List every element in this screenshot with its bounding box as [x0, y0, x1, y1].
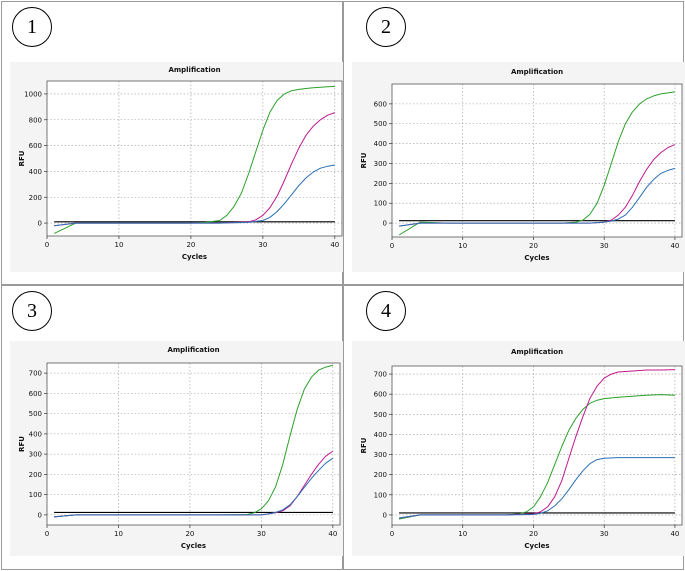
- y-tick-label: 300: [374, 451, 387, 459]
- amplification-chart: 0 10 20 30 4002004006008001000AmplificationC…: [18, 66, 343, 261]
- panel-number-badge: 4: [366, 291, 406, 331]
- y-tick-label: 0: [383, 511, 387, 519]
- y-tick-label: 200: [29, 471, 42, 479]
- series-line-blue: [54, 457, 334, 518]
- panel-3: 3 0 10 20 30 40 0 100 200 300 400 500 600 700 Amplifi…: [1, 285, 344, 570]
- y-axis-label: RFU: [360, 437, 368, 453]
- y-tick-label: 600: [29, 390, 42, 398]
- x-tick-label: 40: [670, 530, 679, 538]
- plot-background: [47, 363, 340, 525]
- x-tick-label: 20: [529, 530, 538, 538]
- y-tick-label: 400: [29, 430, 42, 438]
- plot-background: [47, 81, 342, 236]
- plot-background: [392, 366, 682, 525]
- y-tick-label: 100: [29, 491, 42, 499]
- y-tick-label: 700: [29, 370, 42, 378]
- y-axis-label: RFU: [18, 150, 26, 166]
- panel-number-badge: 2: [366, 7, 406, 47]
- chart-title: Amplification: [167, 346, 219, 354]
- y-tick-label: 300: [29, 451, 42, 459]
- panel-1: 1 0 10 20 30 40 0 200 400 600 800 1000 Amplificatio…: [1, 1, 344, 285]
- amplification-chart: 0 10 20 30 400100200300400500600700Amplifica…: [360, 348, 683, 550]
- y-tick-label: 500: [29, 410, 42, 418]
- y-tick-label: 200: [374, 180, 387, 188]
- chart-title: Amplification: [168, 66, 220, 74]
- y-axis-label: RFU: [18, 436, 26, 452]
- plot-background: [392, 84, 682, 237]
- x-axis-label: Cycles: [181, 542, 206, 550]
- x-tick-label: 40: [670, 242, 679, 250]
- y-tick-label: 600: [374, 391, 387, 399]
- y-tick-label: 0: [38, 511, 42, 519]
- y-tick-label: 400: [29, 168, 42, 176]
- panel-4: 4 0 10 20 30 40 0 100 200 300 400 500 600 700 Amplifi…: [343, 285, 685, 570]
- x-tick-label: 0: [45, 241, 49, 249]
- series-line-blue: [399, 457, 675, 519]
- x-tick-label: 10: [458, 242, 467, 250]
- series-line-blue: [399, 167, 676, 227]
- y-tick-label: 500: [374, 411, 387, 419]
- x-tick-label: 30: [258, 241, 267, 249]
- y-tick-label: 0: [383, 220, 387, 228]
- y-tick-label: 200: [374, 471, 387, 479]
- x-tick-label: 0: [45, 530, 49, 538]
- panel-number-badge: 1: [12, 7, 52, 47]
- y-tick-label: 300: [374, 160, 387, 168]
- amplification-chart: 0 10 20 30 400100200300400500600Amplificatio…: [360, 68, 683, 262]
- x-tick-label: 30: [600, 530, 609, 538]
- x-tick-label: 0: [390, 242, 394, 250]
- x-tick-label: 30: [257, 530, 266, 538]
- x-tick-label: 40: [330, 241, 339, 249]
- plot-frame: [391, 365, 683, 526]
- y-tick-label: 400: [374, 140, 387, 148]
- x-axis-label: Cycles: [524, 254, 549, 262]
- x-tick-label: 0: [390, 530, 394, 538]
- chart-title: Amplification: [511, 348, 563, 356]
- y-tick-label: 400: [374, 431, 387, 439]
- y-tick-label: 600: [374, 100, 387, 108]
- chart-title: Amplification: [511, 68, 563, 76]
- series-line-blue: [54, 164, 335, 227]
- x-tick-label: 20: [186, 241, 195, 249]
- x-tick-label: 20: [529, 242, 538, 250]
- x-tick-label: 40: [328, 530, 337, 538]
- amplification-chart: 0 10 20 30 400100200300400500600700Amplifica…: [18, 346, 341, 550]
- x-tick-label: 10: [458, 530, 467, 538]
- x-tick-label: 30: [600, 242, 609, 250]
- panel-number-badge: 3: [12, 291, 52, 331]
- y-tick-label: 700: [374, 371, 387, 379]
- x-axis-label: Cycles: [182, 253, 207, 261]
- plot-frame: [391, 83, 683, 238]
- x-axis-label: Cycles: [524, 542, 549, 550]
- y-tick-label: 500: [374, 120, 387, 128]
- y-tick-label: 800: [29, 116, 42, 124]
- y-tick-label: 1000: [24, 90, 42, 98]
- y-tick-label: 0: [38, 220, 42, 228]
- y-tick-label: 100: [374, 491, 387, 499]
- y-axis-label: RFU: [360, 152, 368, 168]
- y-tick-label: 600: [29, 142, 42, 150]
- panel-2: 2 0 10 20 30 40 0 100 200 300 400 500 600 Amplificat…: [343, 1, 685, 285]
- y-tick-label: 200: [29, 194, 42, 202]
- y-tick-label: 100: [374, 200, 387, 208]
- x-tick-label: 10: [114, 530, 123, 538]
- plot-frame: [46, 362, 341, 526]
- plot-frame: [46, 80, 343, 237]
- x-tick-label: 10: [114, 241, 123, 249]
- x-tick-label: 20: [185, 530, 194, 538]
